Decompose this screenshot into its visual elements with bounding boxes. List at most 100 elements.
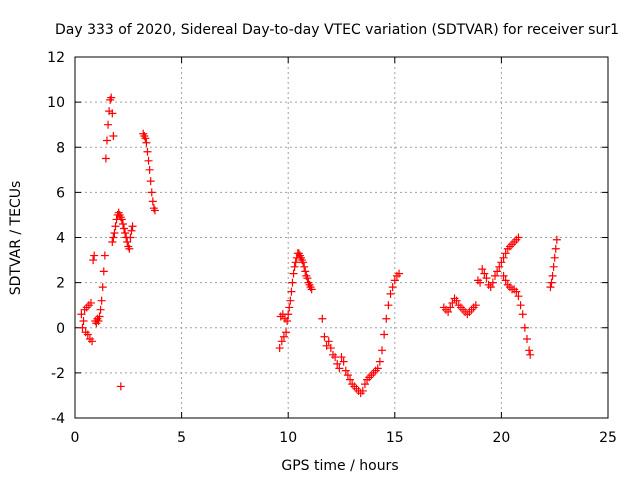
data-point bbox=[341, 366, 350, 375]
data-point bbox=[291, 258, 300, 267]
data-point bbox=[547, 278, 556, 287]
data-point bbox=[125, 244, 134, 253]
y-tick-label: 8 bbox=[56, 140, 65, 156]
data-point bbox=[388, 283, 397, 292]
data-point bbox=[89, 256, 98, 265]
data-point bbox=[514, 292, 523, 301]
data-point bbox=[518, 310, 527, 319]
y-tick-label: -2 bbox=[51, 366, 65, 382]
data-point bbox=[300, 262, 309, 271]
data-point bbox=[486, 283, 495, 292]
data-point bbox=[126, 233, 135, 242]
data-point bbox=[322, 341, 331, 350]
data-point bbox=[448, 298, 457, 307]
x-tick-label: 0 bbox=[71, 430, 80, 446]
data-point bbox=[148, 197, 157, 206]
data-point bbox=[100, 251, 109, 260]
y-tick-label: 4 bbox=[56, 231, 65, 247]
data-point bbox=[360, 380, 369, 389]
data-point bbox=[284, 310, 293, 319]
data-point bbox=[111, 222, 120, 231]
series-segment-1 bbox=[77, 93, 118, 346]
data-point bbox=[520, 323, 529, 332]
data-point bbox=[497, 258, 506, 267]
data-point bbox=[95, 312, 104, 321]
data-point bbox=[145, 165, 154, 174]
data-point bbox=[77, 310, 86, 319]
ticks-layer: 0 5 10 15 20 25 -4 -2 0 2 4 6 8 10 12 bbox=[47, 50, 617, 446]
series-segment-3 bbox=[116, 382, 125, 391]
data-point bbox=[90, 251, 99, 260]
data-point bbox=[102, 136, 111, 145]
data-point bbox=[78, 323, 87, 332]
data-point bbox=[478, 265, 487, 274]
data-point bbox=[373, 364, 382, 373]
data-point bbox=[99, 267, 108, 276]
y-tick-label: -4 bbox=[51, 411, 65, 427]
series-segment-4 bbox=[139, 129, 159, 215]
data-point bbox=[303, 274, 312, 283]
data-point bbox=[550, 253, 559, 262]
data-point bbox=[378, 346, 387, 355]
y-tick-label: 10 bbox=[47, 95, 65, 111]
series-segment-9 bbox=[499, 271, 535, 359]
data-point bbox=[299, 258, 308, 267]
data-point bbox=[482, 274, 491, 283]
data-point bbox=[390, 276, 399, 285]
data-point bbox=[501, 249, 510, 258]
data-point bbox=[301, 267, 310, 276]
data-point bbox=[549, 262, 558, 271]
data-point bbox=[121, 228, 130, 237]
data-point bbox=[491, 271, 500, 280]
data-point bbox=[346, 375, 355, 384]
data-point bbox=[307, 285, 316, 294]
data-point bbox=[109, 233, 118, 242]
data-point bbox=[318, 314, 327, 323]
data-point bbox=[127, 226, 136, 235]
data-point bbox=[546, 283, 555, 292]
series-segment-7 bbox=[439, 294, 480, 319]
data-point bbox=[522, 335, 531, 344]
data-point bbox=[104, 120, 113, 129]
data-point bbox=[287, 287, 296, 296]
data-point bbox=[147, 188, 156, 197]
data-point bbox=[512, 287, 521, 296]
data-point bbox=[548, 271, 557, 280]
data-point bbox=[551, 244, 560, 253]
data-point bbox=[97, 296, 106, 305]
data-point bbox=[109, 131, 118, 140]
data-point bbox=[285, 303, 294, 312]
data-point bbox=[283, 316, 292, 325]
plot-frame bbox=[74, 56, 609, 419]
data-point bbox=[120, 224, 129, 233]
grid-layer bbox=[75, 57, 608, 418]
series-segment-6 bbox=[318, 269, 404, 398]
data-point bbox=[142, 138, 151, 147]
x-axis-title: GPS time / hours bbox=[281, 458, 398, 474]
data-point bbox=[320, 332, 329, 341]
x-tick-label: 15 bbox=[386, 430, 404, 446]
data-point bbox=[337, 353, 346, 362]
data-point bbox=[279, 332, 288, 341]
data-point bbox=[98, 283, 107, 292]
data-point bbox=[488, 278, 497, 287]
data-point bbox=[382, 314, 391, 323]
data-point bbox=[476, 278, 485, 287]
series-segment-5 bbox=[275, 249, 316, 353]
data-point bbox=[108, 109, 117, 118]
data-point bbox=[141, 134, 150, 143]
y-tick-label: 2 bbox=[56, 276, 65, 292]
data-point bbox=[375, 357, 384, 366]
data-point bbox=[380, 330, 389, 339]
data-point bbox=[150, 206, 159, 215]
data-point bbox=[335, 364, 344, 373]
data-point bbox=[495, 262, 504, 271]
data-point bbox=[499, 271, 508, 280]
data-point bbox=[516, 301, 525, 310]
data-point bbox=[83, 330, 92, 339]
data-point bbox=[275, 344, 284, 353]
data-point bbox=[395, 269, 404, 278]
data-point bbox=[499, 253, 508, 262]
data-point bbox=[289, 269, 298, 278]
